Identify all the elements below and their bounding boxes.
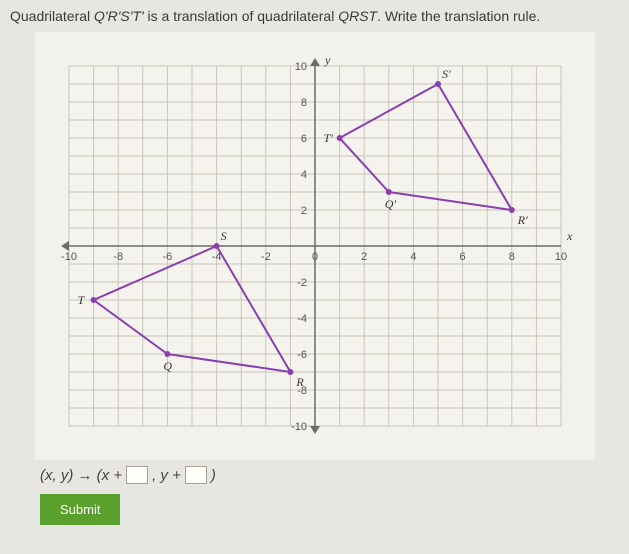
svg-text:Q: Q <box>163 359 172 373</box>
prompt-mid: is a translation of quadrilateral <box>144 8 339 24</box>
svg-text:2: 2 <box>300 205 306 217</box>
prompt-shape1: Q'R'S'T' <box>94 8 144 24</box>
svg-text:-2: -2 <box>260 251 270 263</box>
svg-text:10: 10 <box>554 251 566 263</box>
svg-text:S': S' <box>442 67 451 81</box>
answer-mid: , y + <box>152 467 181 484</box>
svg-text:-6: -6 <box>297 349 307 361</box>
svg-text:-6: -6 <box>162 251 172 263</box>
svg-text:S: S <box>220 229 226 243</box>
svg-text:8: 8 <box>508 251 514 263</box>
answer-prefix: (x, y) → (x + <box>40 467 122 484</box>
question-prompt: Quadrilateral Q'R'S'T' is a translation … <box>10 8 619 24</box>
svg-text:6: 6 <box>459 251 465 263</box>
submit-button[interactable]: Submit <box>40 494 120 525</box>
svg-text:R: R <box>295 375 304 389</box>
coordinate-chart: -10-8-6-4-20246810-10-8-6-4-2246810yxQRS… <box>35 32 595 460</box>
blank-x[interactable] <box>126 466 148 484</box>
svg-text:8: 8 <box>300 97 306 109</box>
blank-y[interactable] <box>185 466 207 484</box>
svg-text:6: 6 <box>300 133 306 145</box>
svg-text:x: x <box>566 229 573 243</box>
svg-text:2: 2 <box>361 251 367 263</box>
svg-text:0: 0 <box>311 251 317 263</box>
svg-text:R': R' <box>516 213 527 227</box>
prompt-pre: Quadrilateral <box>10 8 94 24</box>
svg-text:Q': Q' <box>384 197 396 211</box>
graph-svg: -10-8-6-4-20246810-10-8-6-4-2246810yxQRS… <box>39 36 591 456</box>
svg-text:-4: -4 <box>297 313 307 325</box>
svg-text:y: y <box>324 53 331 67</box>
svg-text:4: 4 <box>410 251 416 263</box>
answer-expression: (x, y) → (x + , y + ) <box>40 466 619 484</box>
svg-text:-10: -10 <box>291 421 307 433</box>
svg-text:T': T' <box>323 131 333 145</box>
svg-text:-10: -10 <box>61 251 77 263</box>
svg-text:-2: -2 <box>297 277 307 289</box>
prompt-post: . Write the translation rule. <box>377 8 540 24</box>
svg-text:-8: -8 <box>113 251 123 263</box>
svg-text:10: 10 <box>294 61 306 73</box>
prompt-shape2: QRST <box>338 8 377 24</box>
answer-suffix: ) <box>211 467 216 484</box>
svg-text:4: 4 <box>300 169 306 181</box>
